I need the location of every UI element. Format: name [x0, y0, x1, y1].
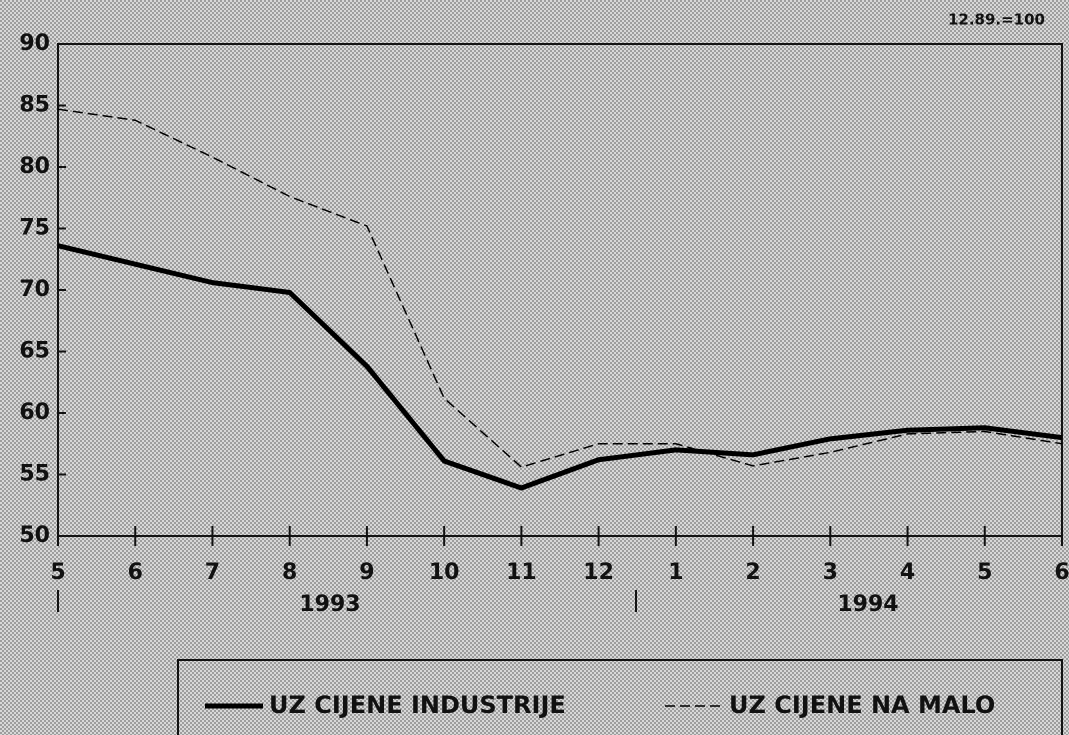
- series-line: [57, 243, 1063, 491]
- series-line: [57, 108, 1063, 468]
- legend-label: UZ CIJENE INDUSTRIJE: [269, 691, 566, 719]
- x-tick-label: 6: [128, 560, 143, 585]
- y-tick-label: 65: [19, 339, 50, 364]
- y-tick-label: 85: [19, 93, 50, 118]
- y-tick-label: 90: [19, 31, 50, 56]
- y-tick-label: 70: [19, 277, 50, 302]
- x-tick-label: 4: [900, 560, 915, 585]
- y-tick-label: 75: [19, 216, 50, 241]
- year-label: 1993: [299, 592, 360, 617]
- x-tick-label: 7: [205, 560, 220, 585]
- x-tick-label: 10: [429, 560, 460, 585]
- legend: [177, 659, 1063, 735]
- y-tick-label: 60: [19, 400, 50, 425]
- x-tick-label: 11: [506, 560, 537, 585]
- legend-label: UZ CIJENE NA MALO: [729, 691, 995, 719]
- year-label: 1994: [837, 592, 898, 617]
- y-tick-label: 80: [19, 154, 50, 179]
- x-tick-label: 9: [359, 560, 374, 585]
- x-tick-label: 5: [50, 560, 65, 585]
- note: 12.89.=100: [948, 11, 1045, 29]
- x-tick-label: 6: [1054, 560, 1069, 585]
- x-tick-label: 12: [583, 560, 614, 585]
- x-tick-label: 3: [823, 560, 838, 585]
- x-tick-label: 8: [282, 560, 297, 585]
- y-tick-label: 55: [19, 462, 50, 487]
- x-tick-label: 1: [668, 560, 683, 585]
- y-tick-label: 50: [19, 523, 50, 548]
- x-tick-label: 5: [977, 560, 992, 585]
- x-tick-label: 2: [745, 560, 760, 585]
